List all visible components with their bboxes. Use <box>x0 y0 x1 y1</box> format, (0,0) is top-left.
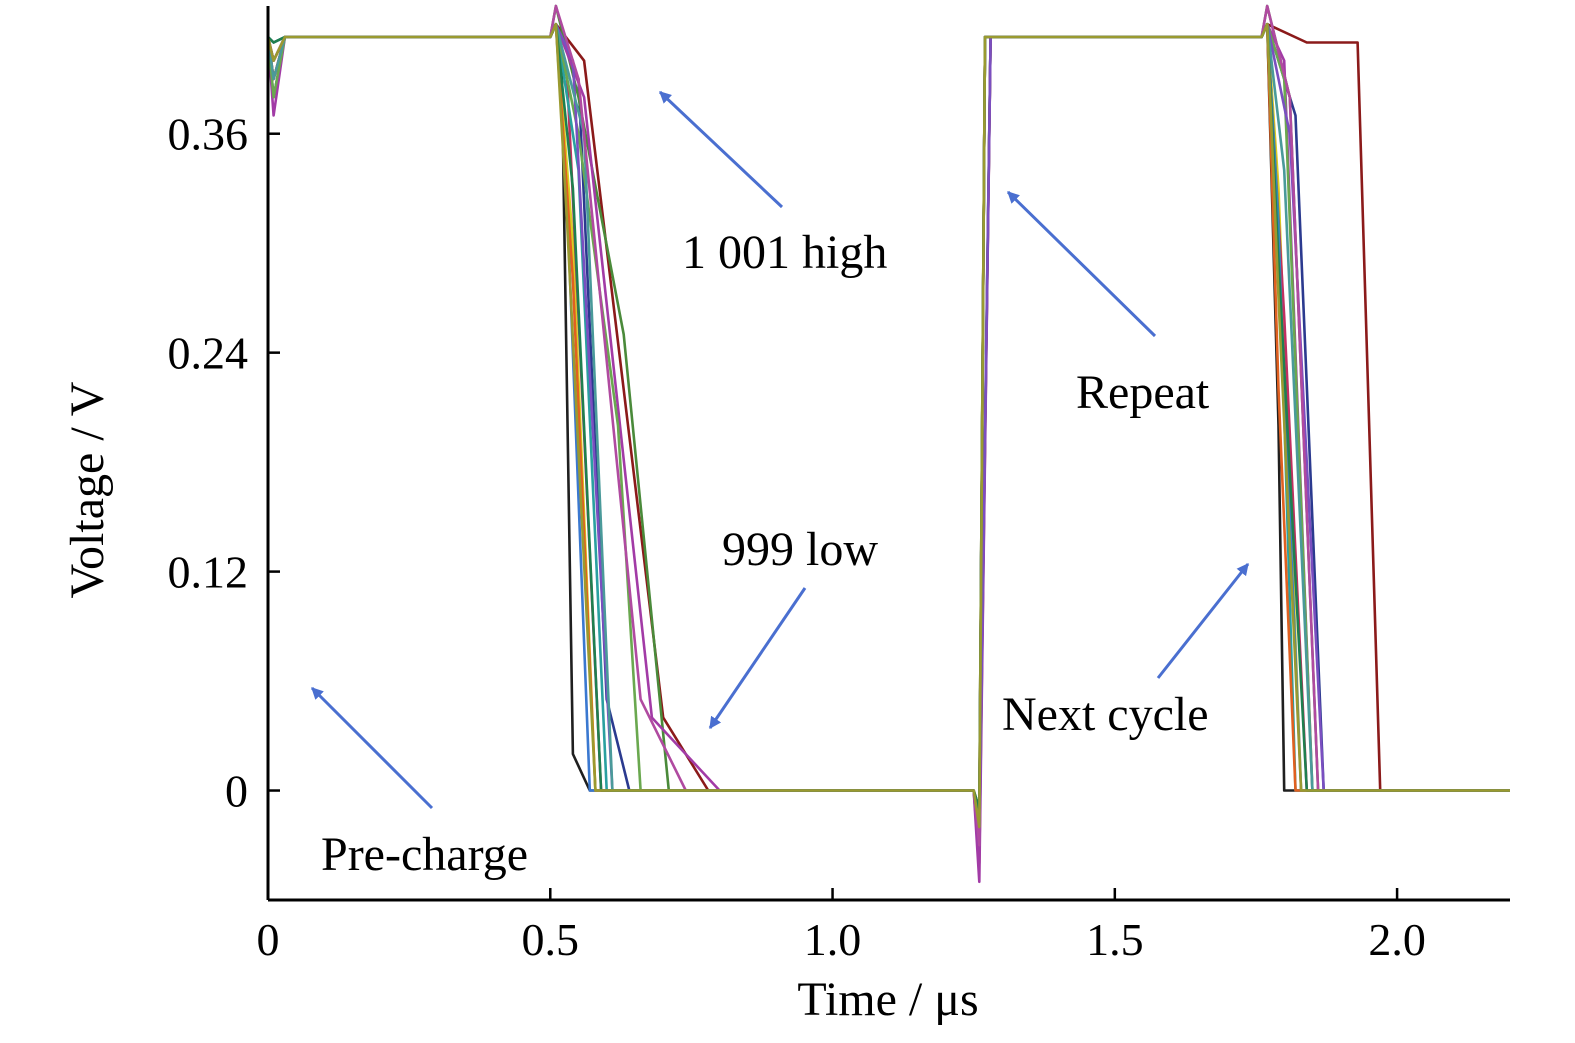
annotation-next-cycle: Next cycle <box>1002 688 1209 741</box>
series-line-trace-10 <box>266 22 1510 847</box>
series-line-trace-7 <box>266 22 1510 829</box>
arrow-next-cycle <box>1156 563 1250 679</box>
x-tick-label: 2.0 <box>1368 914 1426 965</box>
arrow-repeat <box>1006 190 1157 338</box>
y-tick-label: 0.36 <box>168 109 249 160</box>
series-line-trace-3 <box>266 22 1510 865</box>
x-tick-label: 1.0 <box>804 914 862 965</box>
annotation-pre-charge: Pre-charge <box>321 828 528 881</box>
y-tick-label: 0.12 <box>168 547 249 598</box>
y-axis-label: Voltage / V <box>61 381 114 598</box>
series-line-trace-11 <box>267 22 1510 829</box>
x-axis-ticks: 0 0.5 1.0 1.5 2.0 <box>257 888 1426 965</box>
annotation-999-low: 999 low <box>722 523 878 576</box>
arrow-pre-charge <box>310 686 434 810</box>
series-line-trace-15 <box>267 22 1510 811</box>
series-line-trace-5 <box>266 22 1510 884</box>
series-line-trace-13 <box>266 22 1510 829</box>
series-line-trace-16 <box>266 22 1510 829</box>
series-line-trace-2 <box>266 22 1510 847</box>
voltage-traces <box>266 4 1510 884</box>
series-line-trace-1 <box>266 22 1510 829</box>
y-tick-label: 0.24 <box>168 328 249 379</box>
series-line-trace-14 <box>266 4 1510 847</box>
annotation-arrows <box>310 90 1250 810</box>
series-line-trace-4 <box>266 4 1510 829</box>
arrow-1001-high <box>658 90 784 209</box>
y-tick-label: 0 <box>225 766 248 817</box>
series-line-trace-6 <box>267 22 1510 811</box>
x-axis-label: Time / μs <box>797 973 978 1026</box>
x-tick-label: 1.5 <box>1086 914 1144 965</box>
annotation-1001-high: 1 001 high <box>682 226 887 279</box>
x-tick-label: 0.5 <box>522 914 580 965</box>
series-line-trace-9 <box>266 22 1510 829</box>
annotation-repeat: Repeat <box>1076 366 1210 419</box>
x-tick-label: 0 <box>257 914 280 965</box>
y-axis-ticks: 0 0.12 0.24 0.36 <box>168 109 280 817</box>
series-line-trace-12 <box>266 22 1510 811</box>
series-line-trace-8 <box>267 22 1510 811</box>
arrow-999-low <box>708 587 807 729</box>
